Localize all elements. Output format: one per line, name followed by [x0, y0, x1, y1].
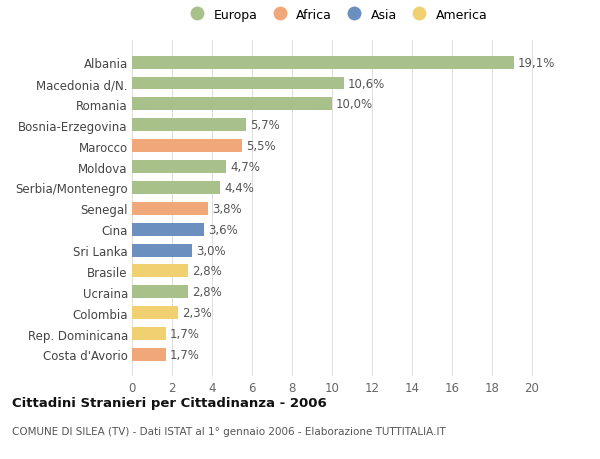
Text: 5,5%: 5,5%	[246, 140, 275, 153]
Bar	[132, 56, 514, 69]
Text: 1,7%: 1,7%	[170, 348, 200, 361]
Text: 5,7%: 5,7%	[250, 119, 280, 132]
Text: 2,8%: 2,8%	[192, 285, 222, 299]
Bar	[132, 202, 208, 215]
Bar	[132, 307, 178, 319]
Bar	[132, 78, 344, 90]
Text: 4,4%: 4,4%	[224, 181, 254, 195]
Bar	[132, 98, 332, 111]
Bar	[132, 140, 242, 153]
Bar	[132, 348, 166, 361]
Text: 1,7%: 1,7%	[170, 327, 200, 340]
Bar	[132, 244, 192, 257]
Text: 10,0%: 10,0%	[336, 98, 373, 111]
Text: 4,7%: 4,7%	[230, 161, 260, 174]
Text: 10,6%: 10,6%	[348, 78, 385, 90]
Text: Cittadini Stranieri per Cittadinanza - 2006: Cittadini Stranieri per Cittadinanza - 2…	[12, 396, 327, 409]
Bar	[132, 285, 188, 299]
Text: 3,8%: 3,8%	[212, 202, 242, 215]
Bar	[132, 119, 246, 132]
Bar	[132, 223, 204, 236]
Text: 3,0%: 3,0%	[196, 244, 226, 257]
Bar	[132, 182, 220, 195]
Text: COMUNE DI SILEA (TV) - Dati ISTAT al 1° gennaio 2006 - Elaborazione TUTTITALIA.I: COMUNE DI SILEA (TV) - Dati ISTAT al 1° …	[12, 426, 446, 436]
Legend: Europa, Africa, Asia, America: Europa, Africa, Asia, America	[185, 9, 487, 22]
Bar	[132, 327, 166, 340]
Text: 2,8%: 2,8%	[192, 265, 222, 278]
Bar	[132, 265, 188, 278]
Bar	[132, 161, 226, 174]
Text: 19,1%: 19,1%	[518, 56, 556, 69]
Text: 2,3%: 2,3%	[182, 307, 212, 319]
Text: 3,6%: 3,6%	[208, 223, 238, 236]
